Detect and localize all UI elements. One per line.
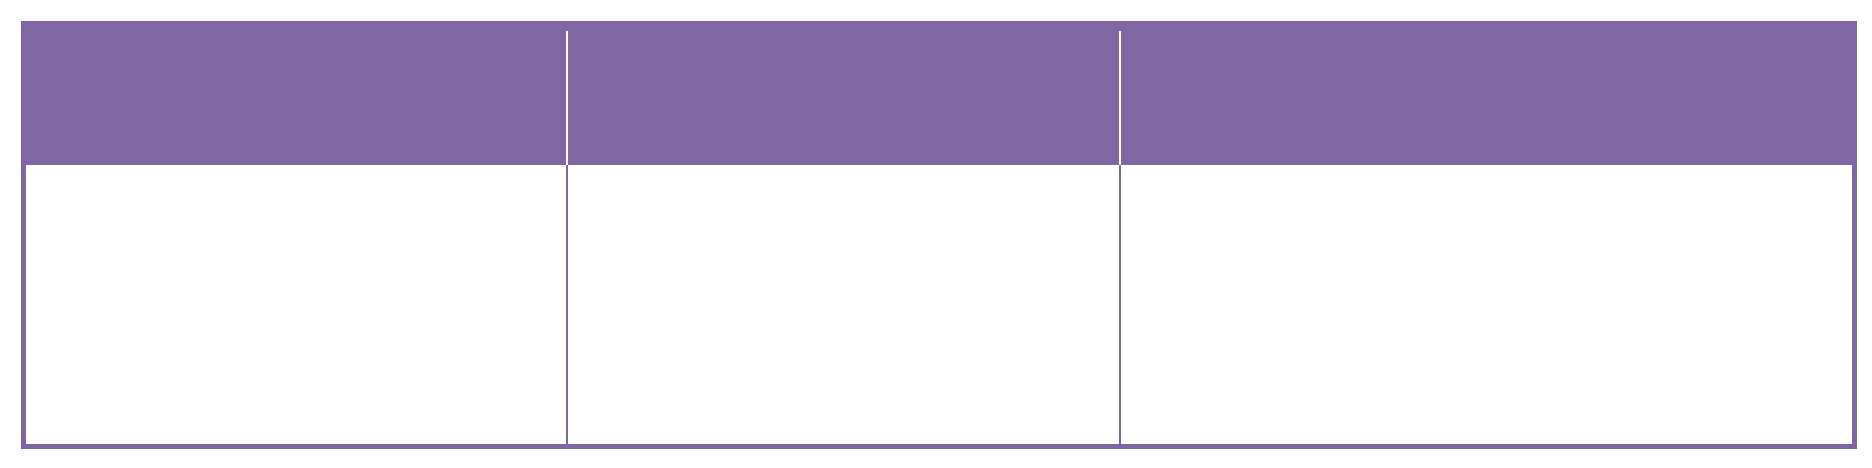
header-cell-1 [26, 26, 570, 50]
header-cell-3 [1121, 26, 1845, 50]
body-divider-2 [1119, 165, 1121, 444]
body-cell-2 [568, 165, 1112, 189]
header-divider-1 [566, 31, 568, 165]
table [21, 21, 1857, 449]
table-header-row [26, 26, 1852, 165]
body-divider-1 [566, 165, 568, 444]
header-cell-2 [568, 26, 1112, 50]
body-cell-3 [1121, 165, 1845, 189]
body-cell-1 [26, 165, 570, 189]
header-divider-2 [1119, 31, 1121, 165]
table-body-row [26, 165, 1852, 444]
